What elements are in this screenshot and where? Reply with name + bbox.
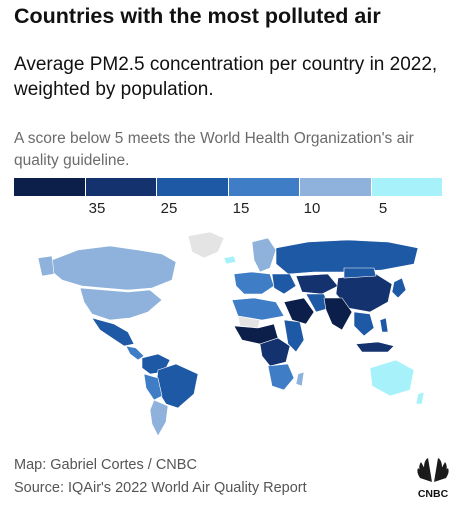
cnbc-wordmark: CNBC	[418, 488, 449, 500]
region-indonesia	[355, 341, 395, 353]
region-china	[335, 273, 393, 313]
map-credit: Map: Gabriel Cortes / CNBC	[14, 457, 197, 473]
region-mongolia	[343, 267, 377, 279]
peacock-petal	[434, 468, 449, 482]
legend-ticks: 35 25 15 10 5	[14, 200, 442, 218]
legend-tick: 35	[88, 200, 106, 217]
peacock-petal	[434, 462, 447, 482]
source-credit: Source: IQAir's 2022 World Air Quality R…	[14, 480, 307, 496]
chart-subtitle: Average PM2.5 concentration per country …	[14, 54, 438, 100]
peacock-petal	[434, 458, 442, 482]
peacock-icon	[417, 458, 449, 482]
region-brazil	[155, 363, 199, 409]
region-russia	[275, 239, 419, 275]
region-mexico	[91, 317, 135, 347]
region-alaska	[38, 255, 55, 277]
color-legend	[14, 178, 442, 196]
region-canada	[49, 245, 177, 291]
region-middle-east	[283, 297, 315, 325]
region-peru-bolivia	[143, 373, 163, 401]
region-south-asia	[323, 297, 353, 331]
region-southern-cone	[149, 399, 169, 437]
legend-tick: 10	[303, 200, 321, 217]
region-iceland	[223, 255, 237, 265]
region-japan-korea	[391, 277, 407, 299]
legend-swatch-6	[371, 178, 442, 196]
legend-swatch-3	[157, 178, 229, 196]
region-scandinavia	[251, 237, 277, 273]
legend-swatch-5	[300, 178, 372, 196]
region-central-asia	[295, 273, 339, 295]
region-central-africa	[259, 337, 291, 367]
region-southeast-asia	[353, 311, 375, 337]
legend-tick: 5	[378, 200, 388, 217]
world-map	[38, 231, 425, 437]
region-philippines	[379, 317, 389, 333]
region-western-europe	[233, 271, 275, 295]
region-new-zealand	[415, 391, 425, 405]
legend-swatch-2	[85, 178, 157, 196]
region-southern-africa	[267, 363, 295, 391]
cnbc-logo: CNBC	[417, 458, 449, 500]
guideline-note: A score below 5 meets the World Health O…	[14, 130, 414, 169]
region-eastern-europe	[271, 273, 297, 295]
legend-swatch-1	[14, 178, 86, 196]
peacock-petal	[419, 462, 432, 482]
legend-tick: 25	[160, 200, 178, 217]
region-central-america	[125, 345, 145, 361]
region-madagascar	[295, 371, 305, 387]
region-united-states	[79, 287, 163, 321]
legend-swatch-4	[228, 178, 300, 196]
legend-tick: 15	[232, 200, 250, 217]
chart-title: Countries with the most polluted air	[14, 4, 381, 28]
peacock-petal	[424, 458, 432, 482]
region-greenland	[187, 231, 225, 259]
region-australia	[369, 359, 415, 397]
